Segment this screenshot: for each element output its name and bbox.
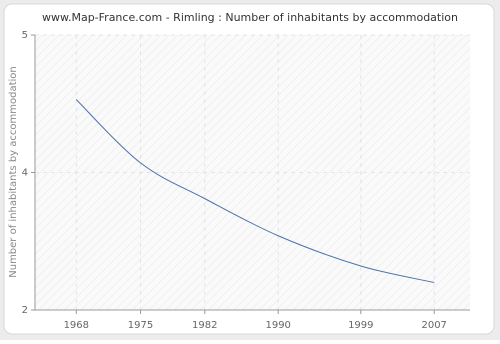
x-tick-label: 1999 [348, 320, 373, 331]
y-axis-label: Number of inhabitants by accommodation [8, 66, 19, 278]
x-tick-label: 2007 [421, 320, 446, 331]
x-tick-label: 1982 [192, 320, 217, 331]
y-tick-label: 4 [22, 168, 28, 179]
x-tick-label: 1968 [64, 320, 89, 331]
y-tick-label: 2 [22, 305, 28, 316]
x-tick-label: 1975 [128, 320, 153, 331]
y-tick-label: 5 [22, 30, 28, 41]
line-series [75, 99, 435, 283]
chart-title: www.Map-France.com - Rimling : Number of… [42, 11, 458, 24]
x-tick-label: 1990 [265, 320, 290, 331]
